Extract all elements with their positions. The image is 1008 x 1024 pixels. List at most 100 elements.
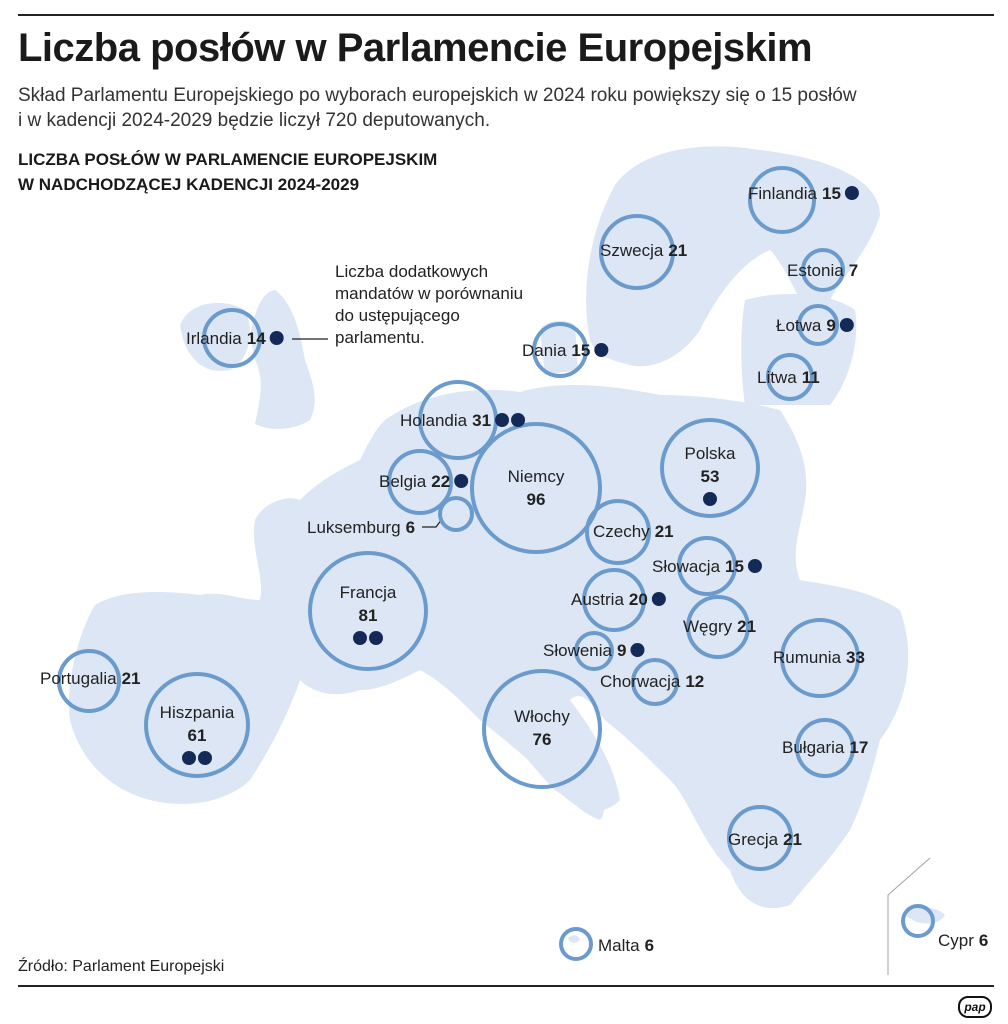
slowenia-label-group: Słowenia 9: [543, 641, 645, 660]
belgia-extra-seat-dot: [454, 474, 469, 488]
cypr-label-group: Cypr 6: [938, 931, 988, 950]
szwecja-seats: 21: [668, 241, 687, 260]
malta-name: Malta: [598, 936, 640, 955]
hiszpania-label-group: Hiszpania 61: [160, 703, 235, 765]
wegry-seats: 21: [737, 617, 756, 636]
holandia-extra-seat-dot: [495, 413, 510, 427]
wlochy-label-group: Włochy 76: [514, 707, 570, 749]
chorwacja-seats: 12: [685, 672, 704, 691]
irlandia-label-group: Irlandia 14: [186, 329, 284, 348]
bulgaria-seat-circle: [795, 718, 855, 778]
chorwacja-name: Chorwacja: [600, 672, 681, 691]
dania-extra-seat-dot: [594, 343, 609, 357]
baltic-land: [741, 294, 857, 405]
luksemburg-seat-circle: [438, 496, 474, 532]
litwa-seats: 11: [802, 368, 820, 387]
rumunia-name: Rumunia: [773, 648, 842, 667]
britain-land: [250, 290, 315, 429]
hiszpania-extra-seat-dot: [182, 751, 196, 765]
bulgaria-seats: 17: [849, 738, 868, 757]
rumunia-seat-circle: [780, 618, 860, 698]
francja-extra-seat-dot: [369, 631, 383, 645]
litwa-seat-circle: [766, 353, 814, 401]
slowenia-seats: 9: [617, 641, 626, 660]
hiszpania-extra-seat-dot: [198, 751, 212, 765]
slowacja-extra-seat-dot: [747, 559, 762, 573]
szwecja-seat-circle: [599, 214, 675, 290]
ireland-land: [180, 302, 250, 371]
holandia-name: Holandia: [400, 411, 468, 430]
page-title: Liczba posłów w Parlamencie Europejskim: [18, 26, 813, 70]
dania-label-group: Dania 15: [522, 341, 609, 360]
bulgaria-name: Bułgaria: [782, 738, 845, 757]
slowenia-extra-seat-dot: [630, 643, 645, 657]
francja-label-group: Francja 81: [340, 583, 397, 645]
finlandia-extra-seat-dot: [844, 186, 859, 200]
litwa-name: Litwa: [757, 368, 797, 387]
pap-logo: pap: [958, 996, 992, 1018]
slowacja-name: Słowacja: [652, 557, 721, 576]
subtitle-line-1: Skład Parlamentu Europejskiego po wybora…: [18, 85, 857, 106]
country-circles: [57, 166, 935, 961]
slowacja-seat-circle: [677, 536, 737, 596]
estonia-label-group: Estonia 7: [787, 261, 858, 280]
belgia-name: Belgia: [379, 472, 427, 491]
finlandia-name: Finlandia: [748, 184, 818, 203]
hiszpania-name: Hiszpania: [160, 703, 235, 722]
francja-name: Francja: [340, 583, 397, 602]
finlandia-seat-circle: [748, 166, 816, 234]
belgia-seats: 22: [431, 472, 450, 491]
polska-name: Polska: [684, 444, 736, 463]
malta-label-group: Malta 6: [598, 936, 654, 955]
wlochy-name: Włochy: [514, 707, 570, 726]
niemcy-seats: 96: [527, 490, 546, 509]
hiszpania-seats: 61: [188, 726, 207, 745]
cyprus-inset-frame: [887, 857, 931, 975]
bulgaria-label-group: Bułgaria 17: [782, 738, 868, 757]
francja-extra-seat-dot: [353, 631, 367, 645]
dania-seats: 15: [571, 341, 590, 360]
estonia-seat-circle: [801, 248, 845, 292]
slowacja-seats: 15: [725, 557, 744, 576]
map-heading-line-2: W NADCHODZĄCEJ KADENCJI 2024-2029: [18, 175, 360, 194]
czechy-seats: 21: [655, 522, 674, 541]
chorwacja-seat-circle: [631, 658, 679, 706]
grecja-seat-circle: [727, 805, 793, 871]
lotwa-extra-seat-dot: [839, 318, 854, 332]
wlochy-seat-circle: [482, 669, 602, 789]
legend-line-4: parlamentu.: [335, 328, 425, 347]
malta-land: [568, 935, 580, 943]
francja-seat-circle: [308, 551, 428, 671]
scandinavia-land: [586, 146, 880, 367]
dania-seat-circle: [532, 322, 588, 378]
czechy-name: Czechy: [593, 522, 650, 541]
hiszpania-seat-circle: [144, 672, 250, 778]
wegry-label-group: Węgry 21: [683, 617, 756, 636]
wegry-name: Węgry: [683, 617, 733, 636]
legend-line-3: do ustępującego: [335, 306, 460, 325]
holandia-extra-seat-dot: [511, 413, 526, 427]
legend-text: Liczba dodatkowych mandatów w porównaniu…: [335, 262, 523, 347]
portugalia-seat-circle: [57, 649, 121, 713]
estonia-name: Estonia: [787, 261, 844, 280]
austria-seat-circle: [582, 568, 646, 632]
austria-seats: 20: [629, 590, 648, 609]
land-shapes: [69, 146, 945, 943]
map-heading-line-1: LICZBA POSŁÓW W PARLAMENCIE EUROPEJSKIM: [18, 150, 438, 169]
legend-line-1: Liczba dodatkowych: [335, 262, 488, 281]
niemcy-label-group: Niemcy 96: [508, 467, 565, 509]
polska-seat-circle: [660, 418, 760, 518]
luksemburg-label-group: Luksemburg 6: [307, 518, 415, 537]
malta-seat-circle: [559, 927, 593, 961]
lotwa-seat-circle: [797, 304, 839, 346]
slowacja-label-group: Słowacja 15: [652, 557, 762, 576]
lotwa-label-group: Łotwa 9: [776, 316, 854, 335]
portugalia-name: Portugalia: [40, 669, 117, 688]
legend-line-2: mandatów w porównaniu: [335, 284, 523, 303]
top-rule: [18, 14, 994, 16]
irlandia-seat-circle: [202, 308, 262, 368]
slowenia-seat-circle: [574, 631, 614, 671]
grecja-seats: 21: [783, 830, 802, 849]
wlochy-seats: 76: [533, 730, 552, 749]
austria-name: Austria: [571, 590, 624, 609]
